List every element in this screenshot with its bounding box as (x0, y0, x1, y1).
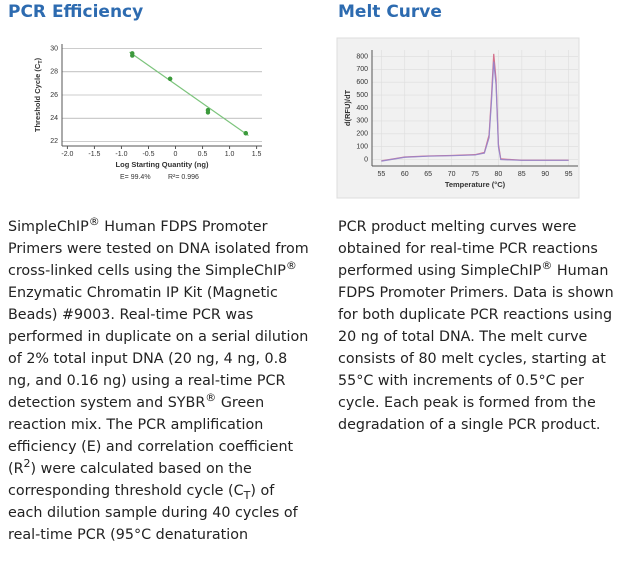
section-title: Melt Curve (338, 2, 442, 22)
y-tick-label: 30 (50, 45, 58, 52)
point (130, 53, 135, 58)
y-tick-label: 100 (356, 144, 368, 151)
melt-line (381, 61, 569, 162)
annotation: R²= 0.996 (168, 174, 199, 181)
y-tick-label: 0 (364, 156, 368, 163)
y-tick-label: 26 (50, 92, 58, 99)
y-tick-label: 600 (356, 79, 368, 86)
x-tick-label: 85 (518, 171, 526, 178)
y-tick-label: 22 (50, 138, 58, 145)
trendline (129, 51, 249, 137)
point (167, 76, 173, 81)
text-run: ® (88, 215, 100, 229)
text-run: Human FDPS Promoter Primers were tested … (8, 219, 309, 279)
annotation: E= 99.4% (120, 174, 151, 181)
label-run: ) (33, 57, 42, 60)
point (205, 110, 211, 115)
y-tick-label: 200 (356, 131, 368, 138)
x-tick-label: 75 (471, 171, 479, 178)
x-tick-label: 60 (401, 171, 409, 178)
y-tick-label: 300 (356, 118, 368, 125)
y-tick-label: 400 (356, 105, 368, 112)
x-tick-label: 1.5 (252, 151, 262, 158)
x-tick-label: 70 (448, 171, 456, 178)
x-tick-label: 0.5 (198, 151, 208, 158)
text-run: Green reaction mix. The PCR amplificatio… (8, 395, 294, 477)
x-tick-label: -1.5 (88, 151, 100, 158)
text-run: PCR product melting curves were obtained… (338, 219, 598, 279)
text-run: SimpleChIP (8, 219, 89, 235)
x-tick-label: -0.5 (142, 151, 154, 158)
x-tick-label: 1.0 (225, 151, 235, 158)
label-run: Threshold Cycle (C (33, 63, 42, 132)
x-axis-label: Temperature (°C) (445, 180, 506, 189)
x-tick-label: 80 (495, 171, 503, 178)
y-tick-label: 500 (356, 92, 368, 99)
y-tick-label: 24 (50, 115, 58, 122)
text-run: ® (285, 259, 297, 273)
x-tick-label: -1.0 (115, 151, 127, 158)
y-axis-label: Threshold Cycle (CT) (33, 57, 44, 132)
y-tick-label: 28 (50, 69, 58, 76)
text-run: ® (205, 391, 217, 405)
x-tick-label: -2.0 (61, 151, 73, 158)
x-tick-label: 95 (565, 171, 573, 178)
section-title: PCR Efficiency (8, 2, 144, 22)
chart-background (336, 37, 580, 199)
text-run: Enzymatic Chromatin IP Kit (Magnetic Bea… (8, 285, 309, 411)
y-tick-label: 700 (356, 66, 368, 73)
x-tick-label: 0 (174, 151, 178, 158)
text-run: 2 (23, 457, 31, 471)
text-run: ) were calculated based on the correspon… (8, 461, 252, 499)
text-run: ) of each dilution sample during 40 cycl… (8, 483, 298, 543)
text-run: Human FDPS Promoter Primers. Data is sho… (338, 263, 614, 433)
x-tick-label: 90 (541, 171, 549, 178)
point (243, 131, 248, 136)
description: SimpleChIP® Human FDPS Promoter Primers … (8, 216, 311, 546)
y-tick-label: 800 (356, 53, 368, 60)
label-run: T (38, 60, 44, 64)
text-run: ® (541, 259, 553, 273)
x-tick-label: 65 (424, 171, 432, 178)
y-axis-label: d(RFU)/dT (343, 89, 352, 126)
charts: 22 24 26 28 30 -2.0 -1.5 -1.0 -0.5 0 0.5 1.0 1.5 Log … (33, 37, 580, 199)
text-run: T (243, 488, 251, 502)
x-axis-label: Log Starting Quantity (ng) (116, 160, 209, 169)
x-tick-label: 55 (377, 171, 385, 178)
description: PCR product melting curves were obtained… (338, 216, 628, 436)
